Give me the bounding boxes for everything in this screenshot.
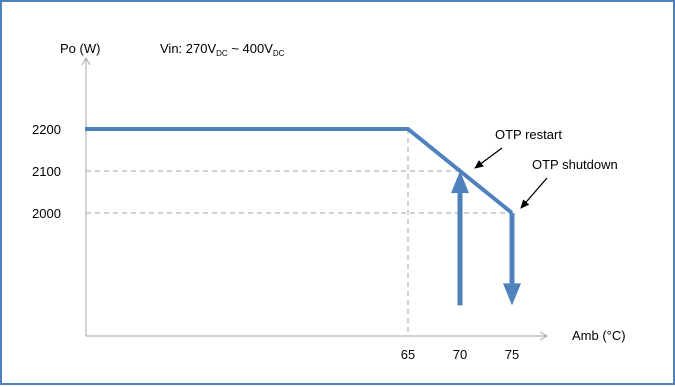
x-tick-label: 70 [453, 347, 467, 362]
series-layer [85, 127, 514, 215]
otp-restart-arrow-head [451, 171, 469, 193]
input-voltage-condition: Vin: 270VDC ~ 400VDC [160, 41, 285, 58]
otp-shutdown-pointer-arrow [520, 177, 548, 209]
event-arrows [451, 171, 521, 306]
derating-curve [85, 127, 514, 215]
x-tick-label: 75 [505, 347, 519, 362]
reference-lines [86, 129, 512, 336]
otp-restart-label: OTP restart [495, 127, 562, 142]
y-tick-label: 2200 [32, 122, 61, 137]
otp-shutdown-arrow-head [503, 283, 521, 306]
y-tick-label: 2000 [32, 206, 61, 221]
axes [81, 56, 549, 341]
x-axis-label: Amb (°C) [572, 328, 626, 343]
x-tick-label: 65 [401, 347, 415, 362]
otp-restart-pointer-arrow [474, 147, 503, 169]
otp-shutdown-label: OTP shutdown [532, 157, 618, 172]
labels: 2000 2100 2200 65 70 75 OTP restart OTP shutdow… [32, 122, 618, 362]
y-axis-label: Po (W) [60, 41, 100, 56]
y-tick-label: 2100 [32, 164, 61, 179]
